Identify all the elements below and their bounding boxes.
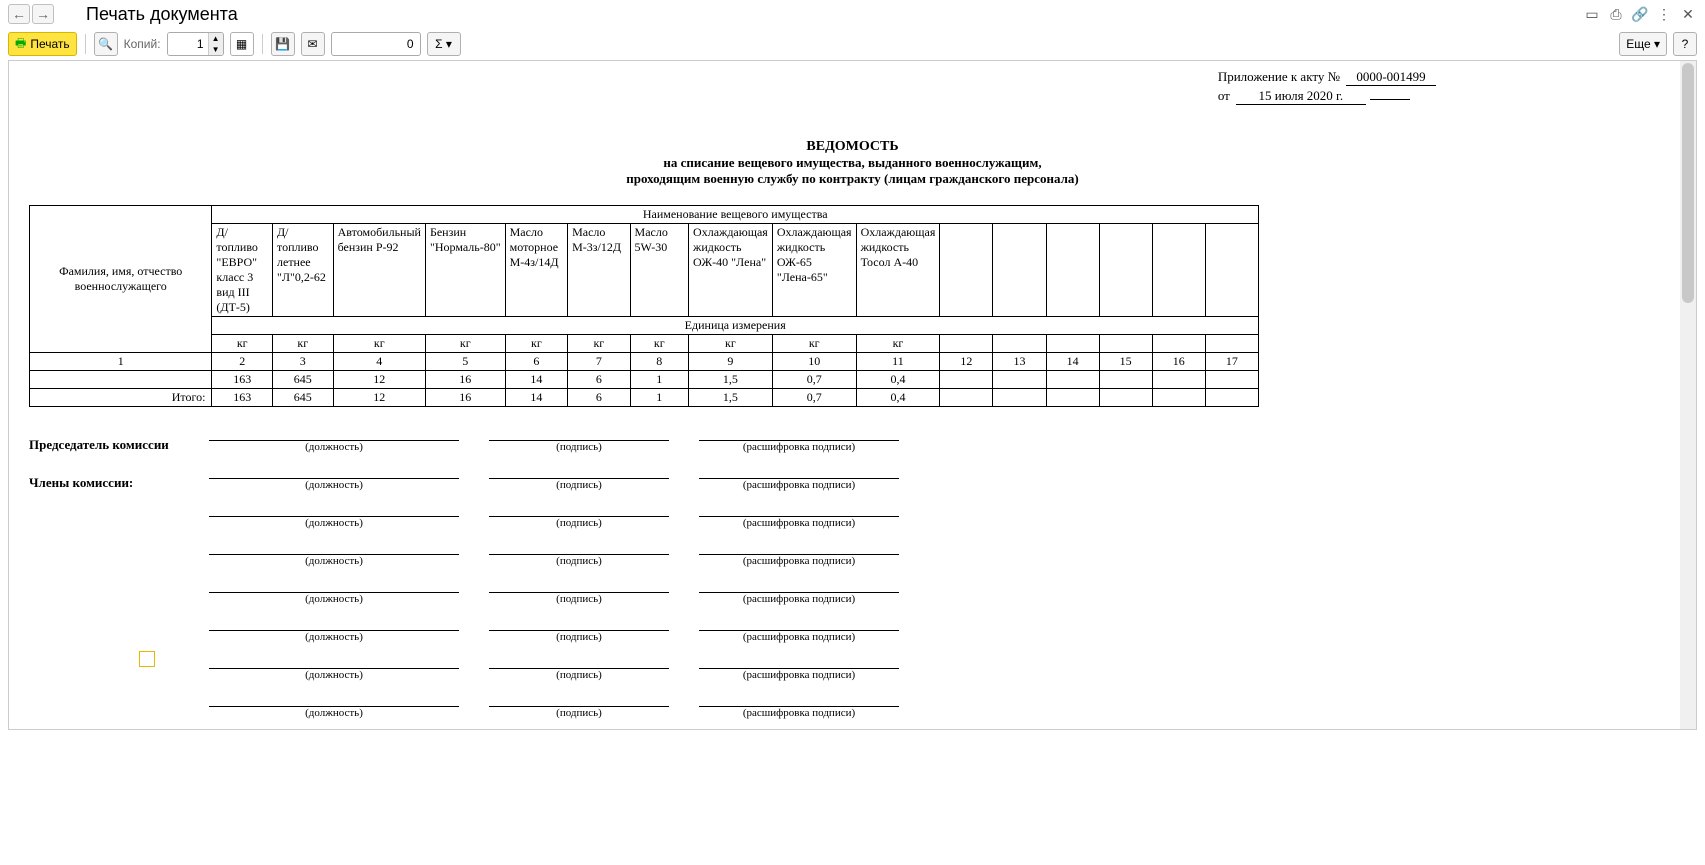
member-sig-row: (должность)(подпись)(расшифровка подписи…: [29, 653, 1676, 681]
member-sig-row: (должность)(подпись)(расшифровка подписи…: [29, 577, 1676, 605]
template-button[interactable]: ▦: [230, 32, 254, 56]
group-header: Наименование вещевого имущества: [212, 206, 1259, 224]
kebab-icon[interactable]: ⋮: [1655, 5, 1673, 23]
member-sig-row: (должность)(подпись)(расшифровка подписи…: [29, 691, 1676, 719]
window-title: Печать документа: [86, 4, 238, 25]
number-field[interactable]: [331, 32, 421, 56]
members-label: Члены комиссии:: [29, 475, 209, 491]
selection-marker: [139, 651, 155, 667]
copies-input[interactable]: [168, 33, 208, 55]
copies-spinner[interactable]: ▲▼: [167, 32, 224, 56]
nav-back-button[interactable]: ←: [8, 4, 30, 24]
nav-forward-button[interactable]: →: [32, 4, 54, 24]
member-sig-row: (должность)(подпись)(расшифровка подписи…: [29, 501, 1676, 529]
fio-header: Фамилия, имя, отчество военнослужащего: [30, 206, 212, 353]
print-icon[interactable]: ⎙: [1607, 5, 1625, 23]
doc-title: ВЕДОМОСТЬ: [29, 139, 1676, 155]
close-icon[interactable]: ✕: [1679, 5, 1697, 23]
document: Приложение к акту №0000-001499 от15 июля…: [9, 61, 1696, 729]
act-date: 15 июля 2020 г.: [1236, 88, 1366, 105]
unit-header: Единица измерения: [212, 317, 1259, 335]
document-viewport: Приложение к акту №0000-001499 от15 июля…: [8, 60, 1697, 730]
spinner-up[interactable]: ▲: [209, 33, 223, 44]
units-row: кг кг кг кг кг кг кг кг кг кг: [30, 335, 1259, 353]
act-number: 0000-001499: [1346, 69, 1436, 86]
printer-icon: 🖶: [15, 34, 26, 55]
print-button[interactable]: 🖶 Печать: [8, 32, 77, 56]
sum-button[interactable]: Σ ▾: [427, 32, 461, 56]
main-table: Фамилия, имя, отчество военнослужащего Н…: [29, 205, 1259, 407]
scrollbar-thumb[interactable]: [1682, 63, 1694, 303]
chairman-label: Председатель комиссии: [29, 437, 209, 453]
print-button-label: Печать: [30, 37, 69, 51]
titlebar: ← → Печать документа ▭ ⎙ 🔗 ⋮ ✕: [0, 0, 1705, 28]
email-button[interactable]: ✉: [301, 32, 325, 56]
member-sig-row: (должность)(подпись)(расшифровка подписи…: [29, 615, 1676, 643]
data-row: 163 645 12 16 14 6 1 1,5 0,7 0,4: [30, 371, 1259, 389]
signatures-block: Председатель комиссии (должность) (подпи…: [29, 425, 1676, 719]
copies-label: Копий:: [124, 37, 161, 51]
preview-button[interactable]: 🔍: [94, 32, 118, 56]
scrollbar[interactable]: [1680, 61, 1696, 729]
save-button[interactable]: 💾: [271, 32, 295, 56]
member-sig-row: (должность)(подпись)(расшифровка подписи…: [29, 539, 1676, 567]
item-names-row: Д/топливо "ЕВРО" класс 3 вид III (ДТ-5) …: [30, 224, 1259, 317]
spinner-down[interactable]: ▼: [209, 44, 223, 55]
help-button[interactable]: ?: [1673, 32, 1697, 56]
act-reference: Приложение к акту №0000-001499 от15 июля…: [1218, 69, 1436, 105]
more-button[interactable]: Еще ▾: [1619, 32, 1667, 56]
itogo-row: Итого: 163 645 12 16 14 6 1 1,5 0,7 0,4: [30, 389, 1259, 407]
doc-subtitle-2: проходящим военную службу по контракту (…: [29, 171, 1676, 187]
colnum-row: 1 2 3 4 5 6 7 8 9 10 11 12 13 14 15 16 1…: [30, 353, 1259, 371]
doc-subtitle-1: на списание вещевого имущества, выданног…: [29, 155, 1676, 171]
toolbar: 🖶 Печать 🔍 Копий: ▲▼ ▦ 💾 ✉ Σ ▾ Еще ▾ ?: [0, 28, 1705, 60]
bookmark-icon[interactable]: ▭: [1583, 5, 1601, 23]
link-icon[interactable]: 🔗: [1631, 5, 1649, 23]
